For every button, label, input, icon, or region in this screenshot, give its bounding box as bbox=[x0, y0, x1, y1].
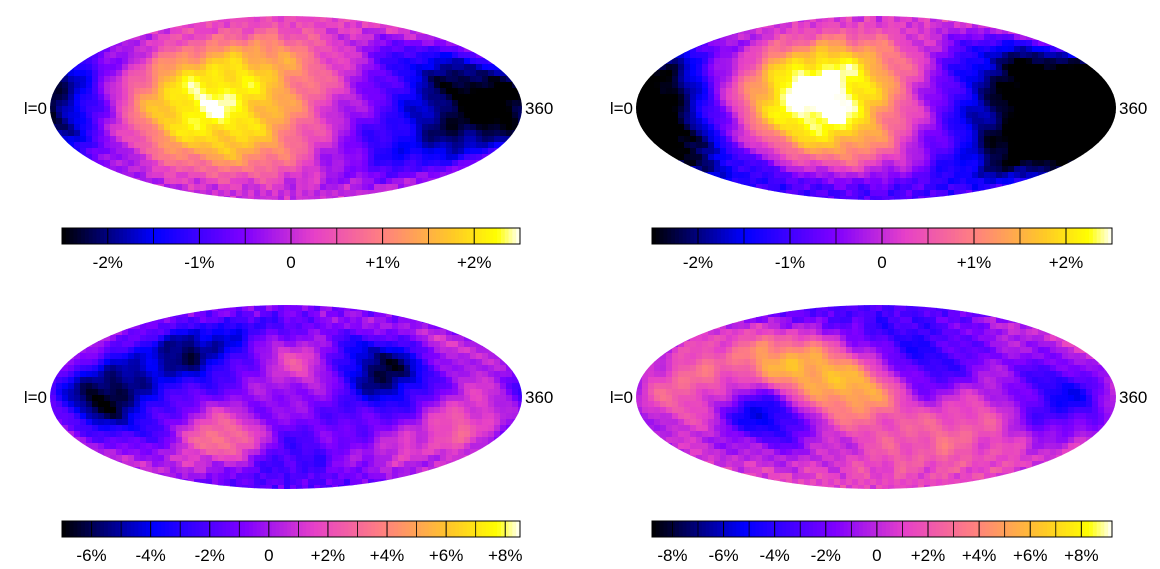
colorbar-tick-label: +2% bbox=[1049, 253, 1084, 272]
lon-label-right: 360 bbox=[525, 388, 553, 407]
lon-label-left: l=0 bbox=[610, 388, 633, 407]
map-panel-2: l=0 360 -2% -1% 0 +1% +2% bbox=[610, 16, 1147, 272]
colorbar-3: -6% -4% -2% 0 +2% +4% +6% +8% bbox=[61, 520, 523, 565]
colorbar-tick-label: -6% bbox=[76, 546, 106, 565]
colorbar-tick-label: +2% bbox=[911, 546, 946, 565]
map-panel-1: l=0 360 -2% -1% 0 +1% +2% bbox=[24, 16, 553, 272]
colorbar-tick-label: -6% bbox=[708, 546, 738, 565]
sky-map-4 bbox=[636, 305, 1116, 489]
colorbar-tick-label: +8% bbox=[488, 546, 523, 565]
colorbar-tick-label: +8% bbox=[1064, 546, 1099, 565]
map-panel-4: l=0 360 -8% -6% -4% -2% 0 +2% +4% +6% +8% bbox=[610, 305, 1147, 565]
colorbar-tick-label: -4% bbox=[136, 546, 166, 565]
colorbar-tick-label: -2% bbox=[811, 546, 841, 565]
colorbar-tick-label: +4% bbox=[370, 546, 405, 565]
lon-label-right: 360 bbox=[525, 99, 553, 118]
lon-label-right: 360 bbox=[1119, 388, 1147, 407]
lon-label-left: l=0 bbox=[24, 388, 47, 407]
colorbar-tick-label: +4% bbox=[962, 546, 997, 565]
colorbar-tick-label: -4% bbox=[760, 546, 790, 565]
colorbar-tick-label: -8% bbox=[657, 546, 687, 565]
colorbar-tick-label: +2% bbox=[457, 253, 492, 272]
colorbar-tick-label: 0 bbox=[872, 546, 881, 565]
colorbar-4: -8% -6% -4% -2% 0 +2% +4% +6% +8% bbox=[651, 520, 1113, 565]
colorbar-frame bbox=[61, 520, 521, 538]
colorbar-tick-label: +1% bbox=[957, 253, 992, 272]
colorbar-tick-label: -2% bbox=[195, 546, 225, 565]
colorbar-tick-label: -2% bbox=[683, 253, 713, 272]
colorbar-tick-label: +1% bbox=[365, 253, 400, 272]
sky-map-3 bbox=[50, 305, 522, 489]
colorbar-tick-label: +2% bbox=[311, 546, 346, 565]
colorbar-1: -2% -1% 0 +1% +2% bbox=[61, 227, 521, 272]
sky-map-2 bbox=[636, 16, 1116, 200]
colorbar-tick-label: -1% bbox=[184, 253, 214, 272]
sky-map-1 bbox=[50, 16, 522, 200]
colorbar-frame bbox=[651, 520, 1113, 538]
colorbar-2: -2% -1% 0 +1% +2% bbox=[651, 227, 1113, 272]
lon-label-right: 360 bbox=[1119, 99, 1147, 118]
colorbar-tick-label: -2% bbox=[93, 253, 123, 272]
colorbar-tick-label: +6% bbox=[1013, 546, 1048, 565]
colorbar-tick-label: +6% bbox=[429, 546, 464, 565]
colorbar-tick-label: 0 bbox=[877, 253, 886, 272]
colorbar-tick-label: -1% bbox=[775, 253, 805, 272]
colorbar-tick-label: 0 bbox=[286, 253, 295, 272]
lon-label-left: l=0 bbox=[610, 99, 633, 118]
lon-label-left: l=0 bbox=[24, 99, 47, 118]
map-panel-3: l=0 360 -6% -4% -2% 0 +2% +4% +6% +8% bbox=[24, 305, 553, 565]
colorbar-tick-label: 0 bbox=[264, 546, 273, 565]
